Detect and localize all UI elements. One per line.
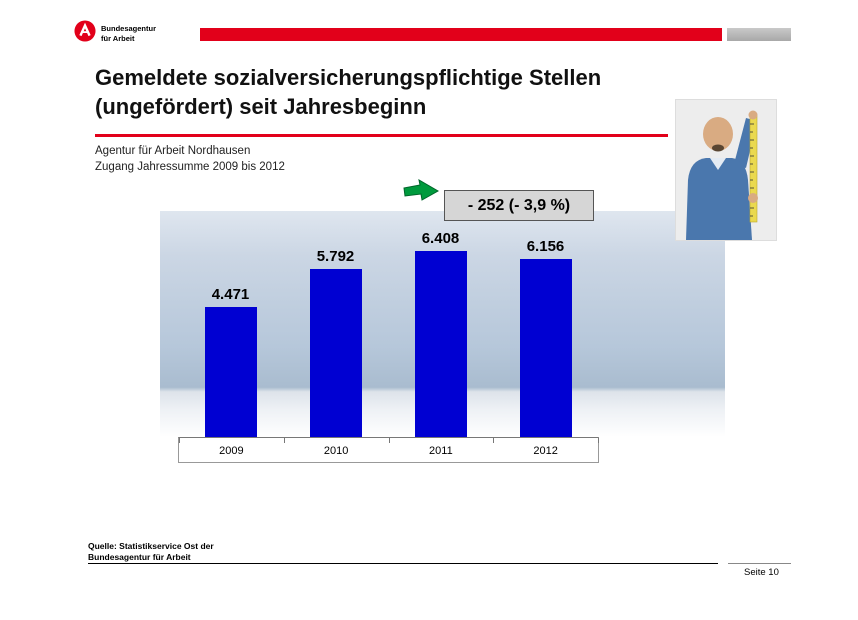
logo-line1: Bundesagentur [101, 24, 157, 34]
axis-tick [388, 438, 390, 443]
bar-value-label: 5.792 [316, 248, 355, 265]
source-line1: Quelle: Statistikservice Ost der [88, 541, 214, 551]
axis-tick [179, 438, 180, 443]
page-number: Seite 10 [744, 567, 779, 578]
slide-subtitle: Agentur für Arbeit Nordhausen Zugang Jah… [95, 144, 285, 175]
bar-value-label: 4.471 [211, 286, 250, 303]
subtitle-line1: Agentur für Arbeit Nordhausen [95, 145, 251, 157]
bar-column: 5.792 [283, 211, 388, 437]
footer-divider-line [88, 563, 718, 564]
header-gray-bar [727, 28, 791, 41]
bars-layer: 4.471 5.792 6.408 6.156 [178, 211, 598, 437]
bar-column: 4.471 [178, 211, 283, 437]
axis-year-label: 2010 [323, 445, 349, 457]
bar-value-label: 6.156 [526, 238, 565, 255]
bar [414, 251, 467, 437]
bar [519, 259, 572, 437]
logo-text: Bundesagentur für Arbeit [101, 24, 156, 43]
source-line2: Bundesagentur für Arbeit [88, 551, 191, 562]
axis-year-label: 2012 [533, 445, 558, 457]
source-note: Quelle: Statistikservice Ost der Bundesa… [88, 541, 214, 562]
ba-logo-badge-icon [74, 20, 96, 47]
title-underline [95, 134, 668, 137]
axis-year-label: 2009 [219, 445, 244, 457]
bar-column: 6.408 [388, 211, 493, 437]
axis-tick [493, 438, 495, 443]
axis-tick [598, 438, 599, 443]
slide-title: Gemeldete sozialversicherungspflichtige … [95, 64, 695, 121]
subtitle-line2: Zugang Jahressumme 2009 bis 2012 [95, 160, 285, 173]
ba-logo: Bundesagentur für Arbeit [74, 20, 156, 47]
slide-title-line2: (ungefördert) seit Jahresbeginn [95, 93, 427, 119]
bar-value-label: 6.408 [421, 230, 460, 247]
bar [309, 269, 362, 437]
page-number-divider-line [728, 563, 791, 564]
logo-line2: für Arbeit [101, 33, 135, 43]
slide-title-line1: Gemeldete sozialversicherungspflichtige … [95, 65, 602, 90]
annotation-box: - 252 (- 3,9 %) [444, 190, 594, 221]
bar-column: 6.156 [493, 211, 598, 437]
bar [204, 307, 257, 437]
green-arrow-icon [402, 178, 442, 213]
x-axis-strip: 2009 2010 2011 2012 [178, 437, 599, 463]
annotation-label: - 252 (- 3,9 %) [467, 196, 571, 214]
axis-year-label: 2011 [429, 445, 453, 457]
axis-tick [283, 438, 285, 443]
header-red-bar [200, 28, 722, 41]
measuring-tape-photo [676, 100, 776, 240]
